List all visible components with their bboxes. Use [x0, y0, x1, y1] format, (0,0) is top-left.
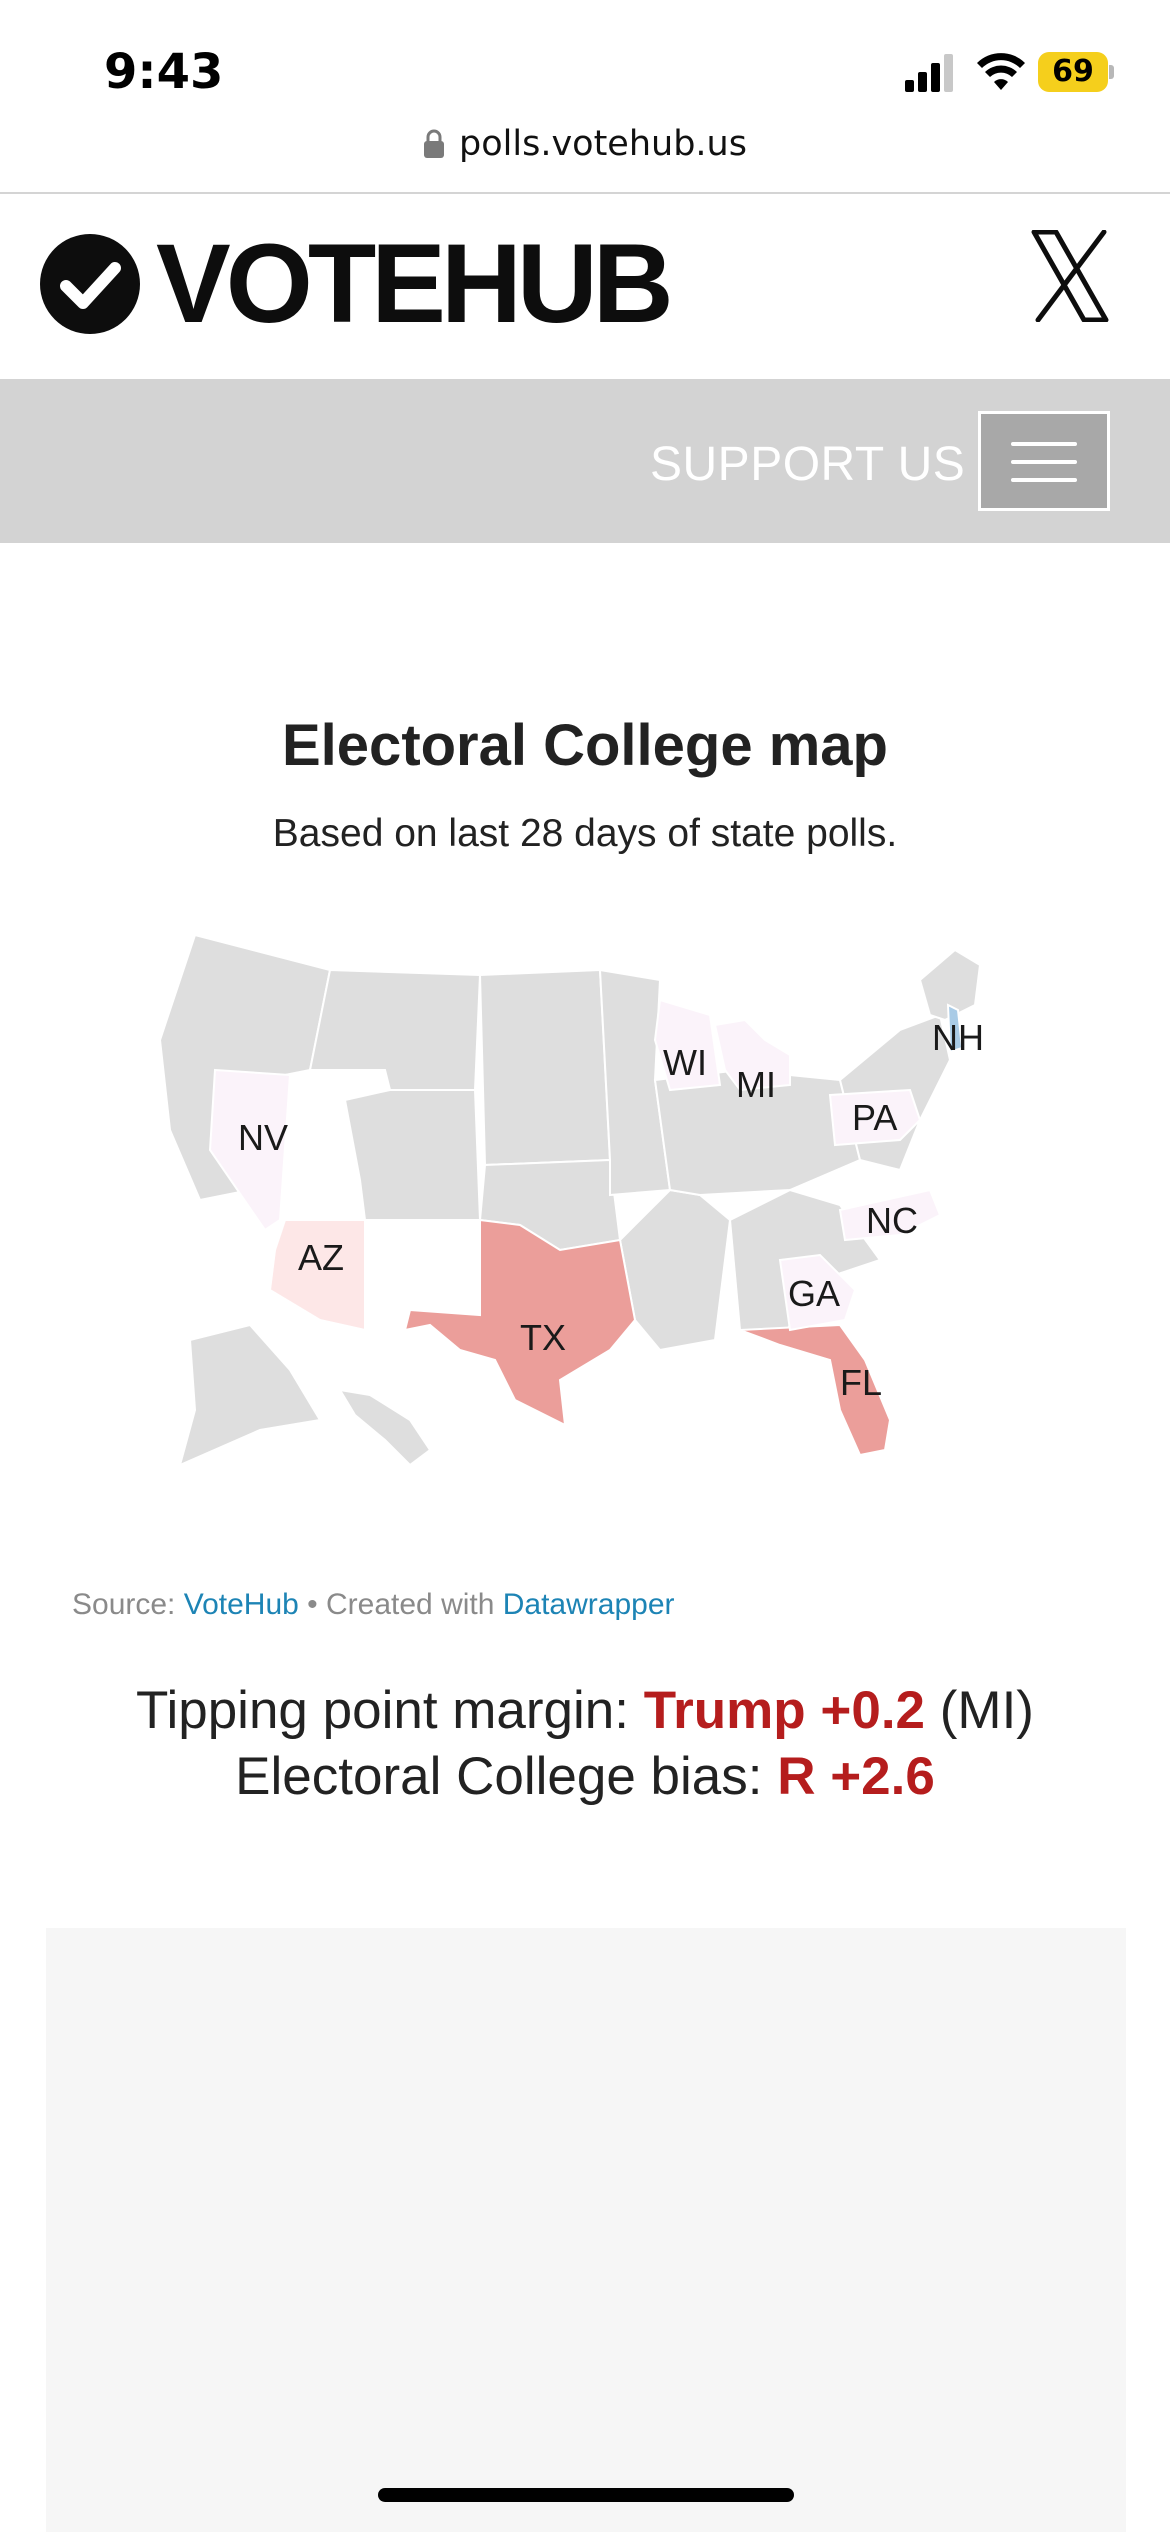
state-label-ga: GA [788, 1273, 840, 1314]
state-shape-hawaii [338, 1388, 432, 1467]
electoral-bias-metric: Electoral College bias: R +2.6 [0, 1746, 1170, 1807]
state-shape-south-central [618, 1188, 732, 1352]
status-time: 9:43 [104, 44, 224, 100]
state-label-nv: NV [238, 1117, 288, 1158]
electoral-bias-label: Electoral College bias: [235, 1747, 778, 1806]
wifi-icon [977, 53, 1025, 90]
source-attribution: Source: VoteHub • Created with Datawrapp… [72, 1588, 675, 1622]
state-shape-mountain [343, 1089, 482, 1221]
page-subtitle: Based on last 28 days of state polls. [272, 812, 898, 855]
state-pa [828, 1088, 922, 1147]
menu-icon [1011, 442, 1077, 446]
battery-level: 69 [1052, 54, 1094, 89]
state-tx [403, 1218, 637, 1427]
nav-bar: SUPPORT US [0, 379, 1170, 543]
x-social-icon[interactable] [1030, 230, 1110, 322]
state-fl [739, 1323, 892, 1457]
tipping-point-state: (MI) [925, 1681, 1034, 1740]
state-nc [838, 1188, 942, 1242]
logo-text: VOTEHUB [156, 221, 674, 346]
page-title: Electoral College map [282, 713, 888, 778]
checkmark-circle-icon [40, 234, 140, 334]
state-label-pa: PA [852, 1097, 897, 1138]
electoral-bias-value: R +2.6 [777, 1747, 935, 1806]
home-indicator[interactable] [378, 2488, 794, 2502]
tipping-point-metric: Tipping point margin: Trump +0.2 (MI) [0, 1680, 1170, 1741]
votehub-logo[interactable]: VOTEHUB [38, 221, 674, 346]
source-prefix: Source: [72, 1588, 184, 1621]
battery-icon: 69 [1038, 52, 1114, 92]
created-prefix: • Created with [298, 1588, 503, 1621]
state-nv [208, 1068, 292, 1232]
status-bar: 9:43 69 [0, 0, 1170, 130]
state-label-wi: WI [663, 1042, 707, 1083]
state-shape-new-england [918, 948, 982, 1022]
url-text: polls.votehub.us [459, 124, 747, 164]
state-label-mi: MI [736, 1064, 776, 1105]
state-az [268, 1219, 366, 1332]
datawrapper-link[interactable]: Datawrapper [502, 1588, 675, 1621]
support-us-link[interactable]: SUPPORT US [650, 438, 966, 491]
state-shape-alaska [178, 1323, 322, 1467]
site-header: VOTEHUB [0, 194, 1170, 379]
state-label-fl: FL [840, 1362, 882, 1403]
state-shape-plains [478, 968, 612, 1167]
state-wi [653, 998, 722, 1092]
lock-icon [424, 129, 445, 158]
cellular-signal-icon [905, 54, 953, 92]
state-nh [946, 1003, 964, 1054]
address-bar[interactable]: polls.votehub.us [0, 118, 1170, 192]
state-ga [778, 1253, 857, 1332]
state-label-nh: NH [932, 1017, 984, 1058]
votehub-source-link[interactable]: VoteHub [183, 1588, 299, 1621]
tipping-point-label: Tipping point margin: [136, 1681, 644, 1740]
state-label-tx: TX [520, 1317, 566, 1358]
state-label-az: AZ [298, 1237, 344, 1278]
tipping-point-value: Trump +0.2 [643, 1681, 926, 1740]
state-mi [713, 1018, 791, 1092]
state-label-nc: NC [866, 1200, 918, 1241]
electoral-college-map[interactable]: NV AZ TX FL WI MI PA NC GA NH [140, 920, 1040, 1490]
state-shape-northwest [308, 968, 482, 1091]
content-placeholder-panel [46, 1928, 1126, 2532]
hamburger-menu-button[interactable] [978, 411, 1110, 511]
divider [0, 192, 1170, 194]
